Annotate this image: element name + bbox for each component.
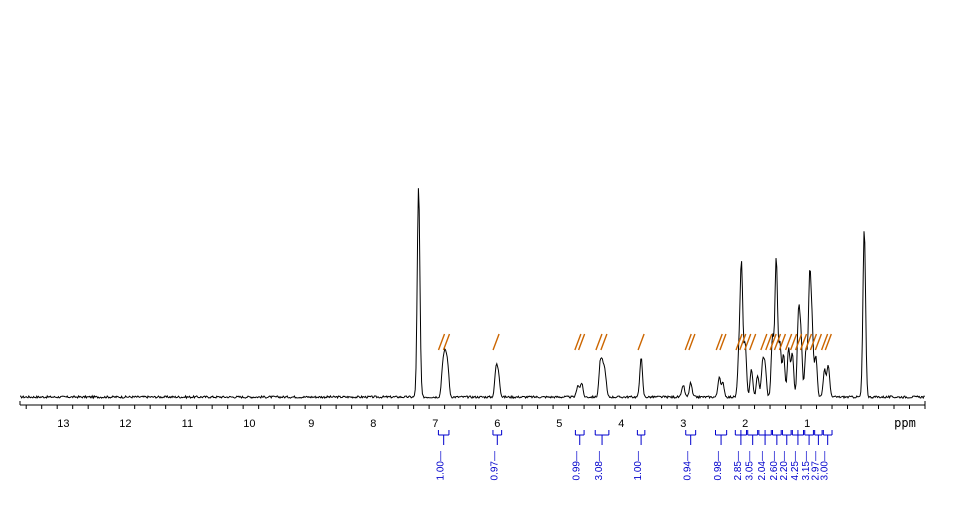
integration-label: 2.85— (733, 451, 744, 480)
x-tick-label: 11 (182, 418, 193, 430)
integration-label: 1.00— (633, 451, 644, 480)
x-axis-label: ppm (894, 416, 916, 430)
x-tick-label: 1 (804, 418, 810, 430)
x-tick-label: 13 (57, 418, 69, 430)
x-tick-label: 8 (370, 418, 376, 430)
nmr-spectrum-chart: 13 12 11 10 9 8 7 6 5 4 3 2 1 ppm 1.00— 0.97— 0.99— 3.08—… (0, 0, 954, 507)
integration-label: 0.97— (489, 451, 500, 480)
x-tick-label: 10 (243, 418, 255, 430)
integration-label: 2.20— (779, 451, 790, 480)
integration-label: 0.94— (683, 451, 694, 480)
integration-label: 2.04— (757, 451, 768, 480)
integration-label: 4.25— (790, 451, 801, 480)
x-tick-label: 7 (432, 418, 438, 430)
x-tick-label: 12 (119, 418, 131, 430)
x-tick-label: 6 (494, 418, 500, 430)
x-tick-label: 5 (556, 418, 562, 430)
x-tick-label: 9 (308, 418, 314, 430)
x-tick-label: 3 (680, 418, 686, 430)
integration-label: 0.99— (572, 451, 583, 480)
chart-bg (0, 0, 954, 507)
x-tick-label: 2 (742, 418, 748, 430)
integration-label: 3.00— (820, 451, 831, 480)
integration-label: 3.05— (745, 451, 756, 480)
x-tick-label: 4 (618, 418, 624, 430)
integration-label: 1.00— (436, 451, 447, 480)
integration-label: 3.08— (594, 451, 605, 480)
integration-label: 0.98— (713, 451, 724, 480)
